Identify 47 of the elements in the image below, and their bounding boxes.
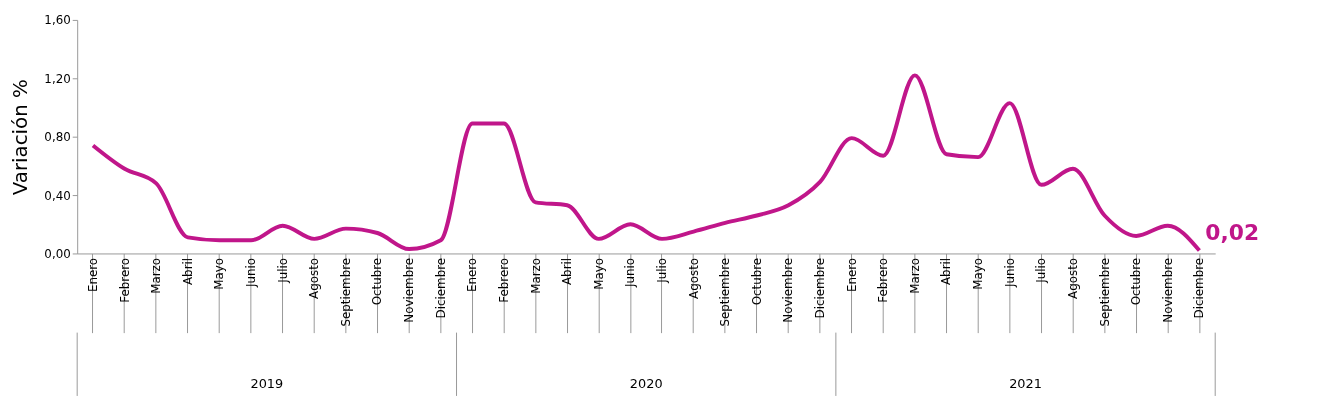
data-label: 0,02 xyxy=(1205,219,1260,245)
x-tick-label: Junio xyxy=(623,257,638,288)
x-tick-label: Marzo xyxy=(907,257,922,294)
x-tick-label: Noviembre xyxy=(781,257,796,323)
x-tick-label: Agosto xyxy=(307,257,322,299)
x-tick-label: Febrero xyxy=(876,257,891,303)
text: 2021 xyxy=(1009,376,1042,392)
x-tick-label: Agosto xyxy=(1065,257,1080,299)
x-tick-label: Julio xyxy=(654,257,669,284)
x-tick-label: Septiembre xyxy=(1097,257,1112,327)
y-tick-label: 0,80 xyxy=(44,130,71,145)
x-tick-label: Abril xyxy=(560,257,575,286)
x-tick-label: Enero xyxy=(465,257,480,293)
x-tick-label: Enero xyxy=(85,257,100,293)
x-tick-label: Mayo xyxy=(212,257,227,290)
x-tick-label: Mayo xyxy=(971,257,986,290)
x-tick-label: Marzo xyxy=(149,257,164,294)
x-tick-label: Enero xyxy=(844,257,859,293)
y-axis-title: Variación % xyxy=(8,79,32,196)
x-tick-label: Junio xyxy=(1002,257,1017,288)
x-tick-label: Septiembre xyxy=(338,257,353,327)
y-tick-label: 1,60 xyxy=(44,13,71,28)
y-tick-label: 1,20 xyxy=(44,71,71,86)
x-tick-label: Mayo xyxy=(591,257,606,290)
x-tick-label: Julio xyxy=(275,257,290,284)
x-tick-label: Abril xyxy=(939,257,954,286)
text: 2020 xyxy=(629,376,663,392)
y-tick-label: 0,00 xyxy=(44,246,71,261)
x-tick-label: Diciembre xyxy=(433,257,448,319)
x-tick-label: Diciembre xyxy=(1192,257,1207,319)
x-tick-label: Octubre xyxy=(1129,257,1144,306)
line-series xyxy=(91,73,1202,253)
x-tick-label: Septiembre xyxy=(718,257,733,327)
x-tick-label: Noviembre xyxy=(1160,257,1175,323)
x-tick-label: Octubre xyxy=(749,257,764,306)
text: 2019 xyxy=(250,376,284,392)
x-tick-label: Febrero xyxy=(496,257,511,303)
x-tick-label: Agosto xyxy=(686,257,701,299)
x-tick-label: Diciembre xyxy=(813,257,828,319)
x-tick-label: Octubre xyxy=(370,257,385,306)
x-tick-label: Marzo xyxy=(528,257,543,294)
y-tick-label: 0,40 xyxy=(44,188,71,203)
x-tick-label: Abril xyxy=(180,257,195,286)
x-tick-label: Noviembre xyxy=(402,257,417,323)
x-tick-label: Febrero xyxy=(117,257,132,303)
x-tick-label: Junio xyxy=(244,257,259,288)
x-tick-label: Julio xyxy=(1034,257,1049,284)
